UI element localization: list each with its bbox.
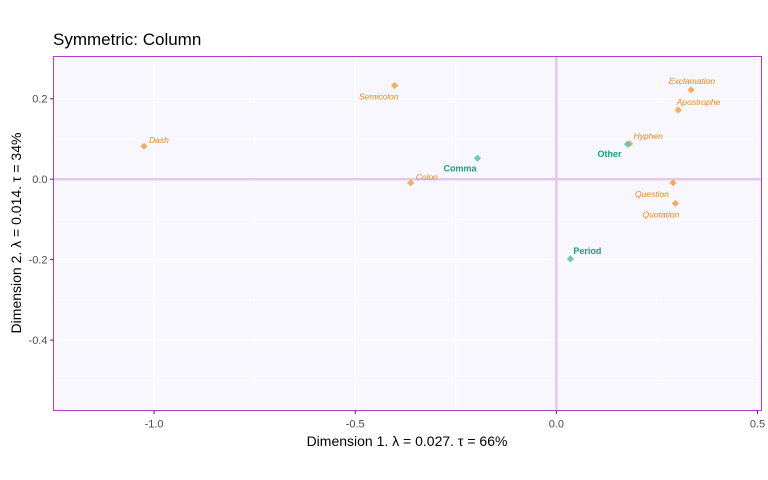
label-colon: Colon [416, 172, 438, 182]
data-points [140, 81, 695, 263]
point-quotation [671, 199, 680, 207]
x-tick-label: -0.5 [346, 419, 365, 431]
point-period [566, 255, 575, 263]
y-tick-label: -0.2 [29, 255, 48, 267]
plot-panel [53, 56, 762, 411]
zero-reference-lines [53, 56, 762, 411]
axis-ticks: -1.0 -0.5 0.0 0.5 -0.4 -0.2 0.0 0.2 [29, 94, 766, 431]
point-colon [407, 179, 415, 187]
point-other [623, 140, 632, 148]
point-semicolon [391, 81, 399, 90]
label-hyphen: Hyphen [634, 131, 664, 141]
label-other: Other [598, 149, 623, 159]
y-tick-label: -0.4 [29, 335, 48, 347]
label-apostrophe: Apostrophe [676, 97, 721, 107]
y-axis-title: Dimension 2. λ = 0.014. τ = 34% [8, 133, 24, 334]
plot-border [53, 56, 762, 411]
label-dash: Dash [149, 135, 169, 145]
x-axis-title: Dimension 1. λ = 0.027. τ = 66% [307, 433, 508, 449]
label-period: Period [573, 246, 601, 256]
point-apostrophe [674, 106, 682, 114]
y-tick-label: 0.2 [32, 94, 47, 106]
x-tick-label: -1.0 [145, 419, 164, 431]
point-dash [140, 142, 148, 150]
data-labels: Exclamation Semicolon Apostrophe Dash Hyphen… [149, 76, 720, 256]
x-tick-label: 0.5 [750, 419, 765, 431]
chart-title: Symmetric: Column [53, 30, 201, 49]
label-comma: Comma [443, 163, 477, 173]
label-quotation: Quotation [643, 209, 680, 219]
point-question [669, 179, 677, 187]
point-comma [473, 154, 482, 162]
x-tick-label: 0.0 [549, 419, 564, 431]
y-tick-label: 0.0 [32, 174, 47, 186]
point-exclamation [687, 86, 695, 94]
label-semicolon: Semicolon [359, 91, 399, 101]
label-question: Question [635, 189, 669, 199]
label-exclamation: Exclamation [669, 76, 716, 86]
